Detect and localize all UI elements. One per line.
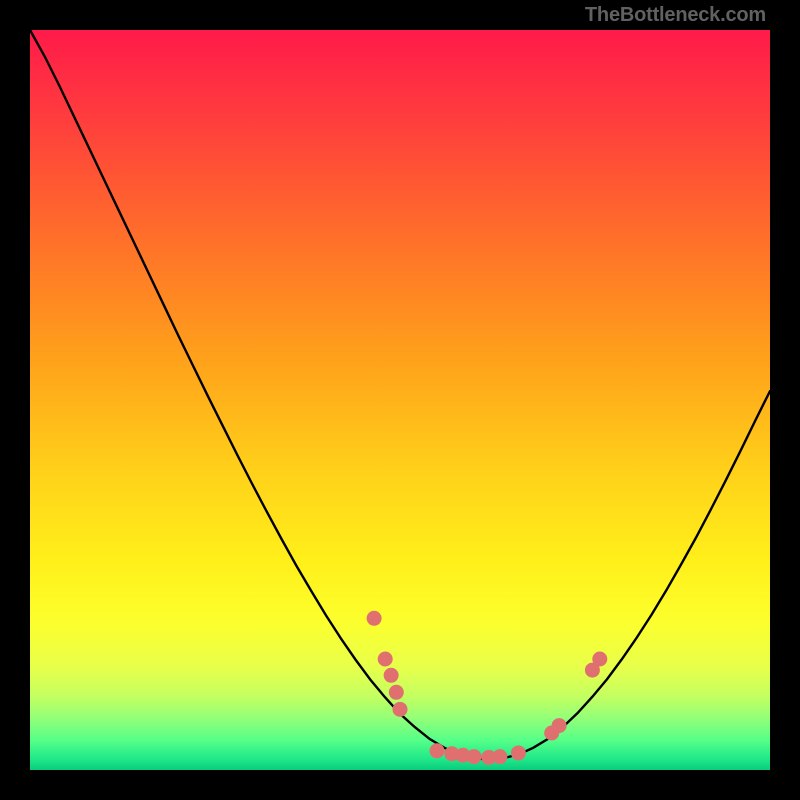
data-marker <box>511 746 525 760</box>
data-marker <box>493 750 507 764</box>
plot-area <box>30 30 770 770</box>
data-marker <box>384 668 398 682</box>
data-marker <box>467 750 481 764</box>
data-marker <box>552 719 566 733</box>
data-marker <box>430 744 444 758</box>
bottleneck-curve <box>30 30 770 760</box>
data-marker <box>593 652 607 666</box>
data-marker <box>393 702 407 716</box>
data-marker <box>378 652 392 666</box>
data-marker <box>367 611 381 625</box>
chart-container: TheBottleneck.com <box>0 0 800 800</box>
watermark-text: TheBottleneck.com <box>585 4 766 27</box>
data-marker <box>389 685 403 699</box>
chart-svg <box>30 30 770 770</box>
